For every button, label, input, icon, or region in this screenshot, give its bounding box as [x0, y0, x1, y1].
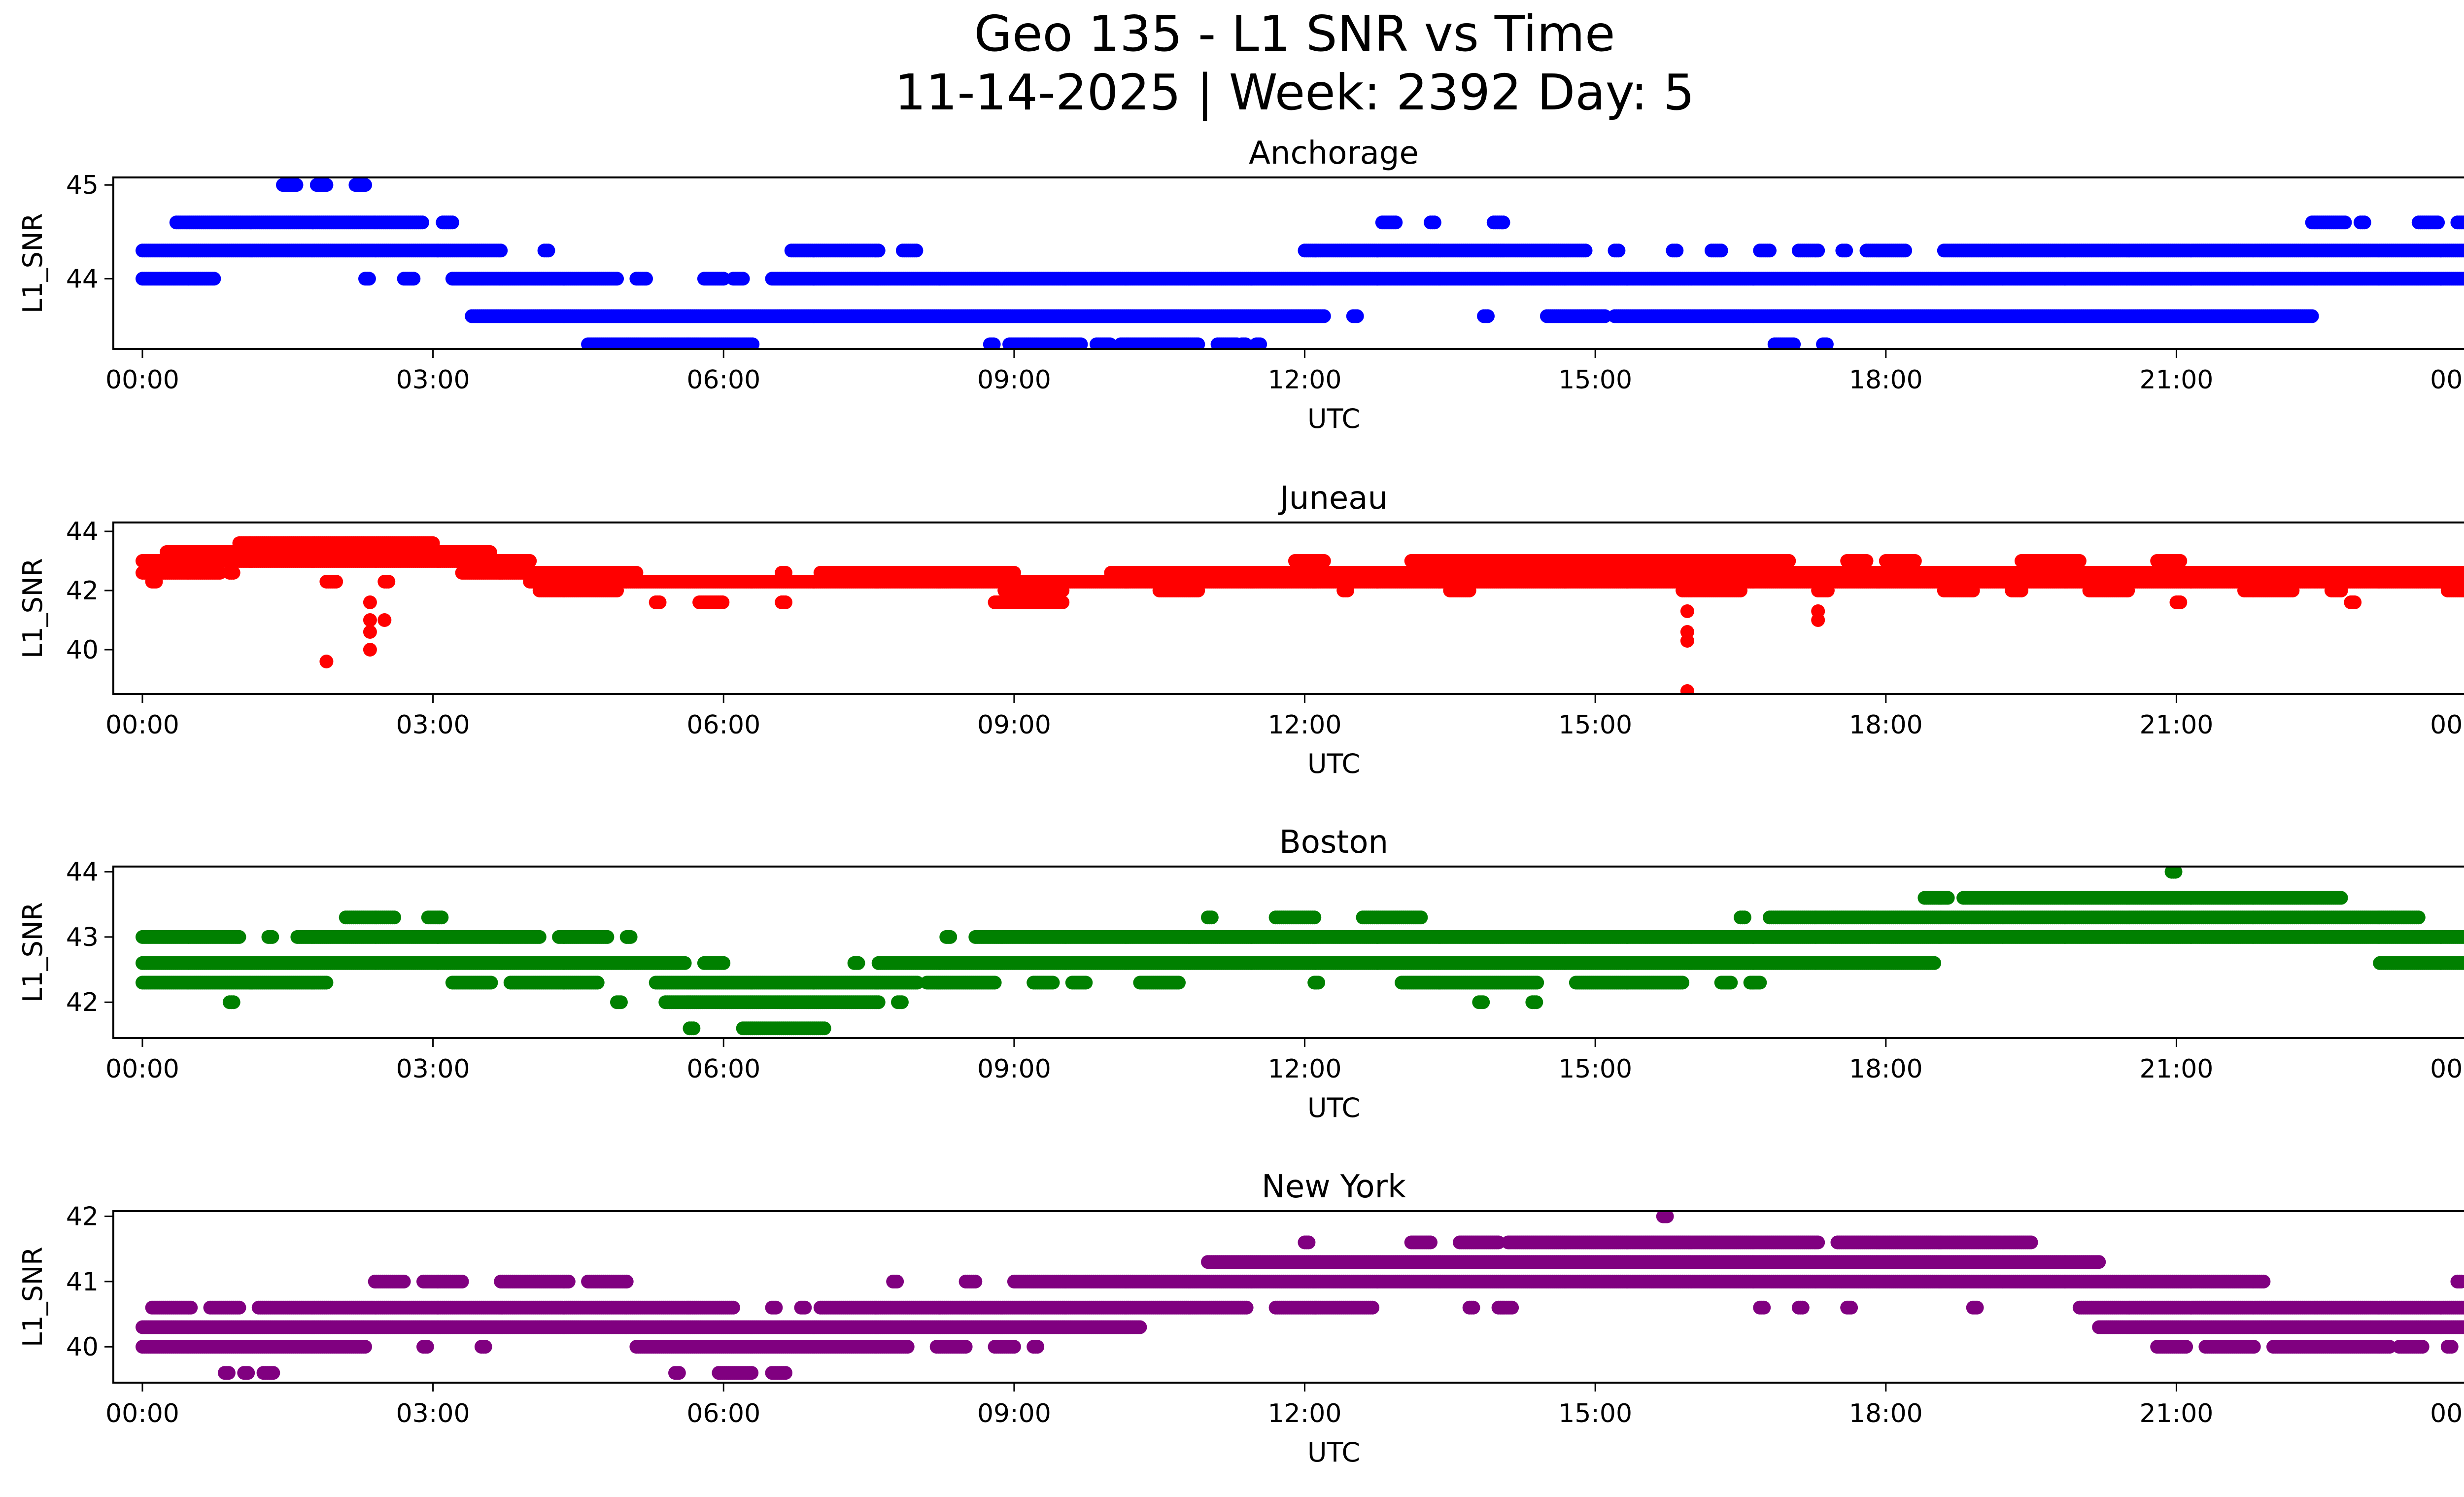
data-point — [1611, 244, 1625, 257]
data-point — [872, 244, 886, 257]
data-point — [381, 575, 395, 589]
data-point — [1908, 554, 1922, 568]
y-tick-label: 44 — [66, 264, 99, 294]
data-point — [149, 575, 163, 589]
x-tick-label: 12:00 — [1268, 365, 1342, 395]
y-tick-label: 45 — [66, 171, 99, 200]
data-point — [319, 178, 333, 192]
data-point — [329, 575, 343, 589]
data-point — [523, 554, 537, 568]
data-point — [358, 178, 372, 192]
data-point — [362, 272, 376, 285]
data-point — [2431, 215, 2445, 229]
data-point — [290, 178, 304, 192]
x-tick-label: 21:00 — [2140, 365, 2214, 395]
data-point — [1317, 309, 1331, 323]
data-point — [639, 272, 653, 285]
data-point — [1860, 554, 1874, 568]
data-point — [415, 215, 429, 229]
x-tick-label: 00:00 — [2430, 365, 2464, 395]
data-point — [1350, 309, 1364, 323]
data-point — [2173, 554, 2187, 568]
subplot-title: Juneau — [1278, 480, 1388, 517]
data-point — [2073, 554, 2087, 568]
data-point — [227, 566, 240, 580]
data-point — [1389, 215, 1403, 229]
data-point — [1428, 215, 1441, 229]
data-point — [909, 244, 923, 257]
figure-title-line-1: Geo 135 - L1 SNR vs Time — [974, 5, 1615, 63]
x-axis-label: UTC — [1307, 403, 1360, 434]
data-point — [1714, 244, 1728, 257]
x-tick-label: 18:00 — [1849, 365, 1923, 395]
data-point — [1317, 554, 1331, 568]
data-point — [1481, 309, 1495, 323]
data-point — [610, 272, 624, 285]
data-point — [207, 272, 221, 285]
data-point — [1670, 244, 1683, 257]
data-point — [407, 272, 420, 285]
data-point — [1763, 244, 1777, 257]
data-point — [1898, 244, 1912, 257]
data-point — [1579, 244, 1593, 257]
x-tick-label: 06:00 — [686, 365, 760, 395]
data-point — [1839, 244, 1853, 257]
data-point — [2358, 215, 2371, 229]
x-tick-label: 15:00 — [1558, 365, 1632, 395]
data-point — [2305, 309, 2319, 323]
figure-title-line-2: 11-14-2025 | Week: 2392 Day: 5 — [894, 64, 1694, 121]
data-point — [542, 244, 555, 257]
x-tick-label: 00:00 — [105, 365, 179, 395]
data-point — [494, 244, 508, 257]
data-point — [2338, 215, 2352, 229]
x-tick-label: 09:00 — [977, 365, 1051, 395]
data-point — [1782, 554, 1796, 568]
data-point — [445, 215, 459, 229]
data-point — [736, 272, 750, 285]
subplot-title: Anchorage — [1249, 135, 1419, 172]
x-tick-label: 03:00 — [396, 365, 470, 395]
data-point — [1811, 244, 1825, 257]
data-point — [1497, 215, 1510, 229]
y-axis-label: L1_SNR — [17, 213, 48, 313]
